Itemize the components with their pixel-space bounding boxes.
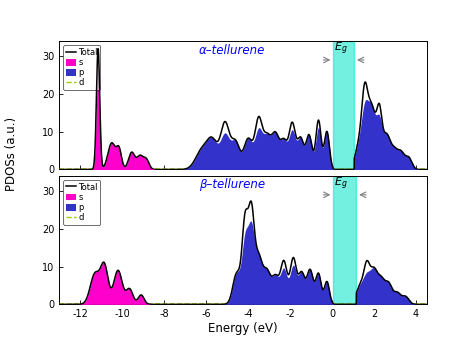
Text: β–tellurene: β–tellurene — [199, 179, 265, 192]
Text: $E_g$: $E_g$ — [334, 41, 348, 57]
Bar — [333, 41, 354, 170]
X-axis label: Energy (eV): Energy (eV) — [208, 322, 278, 335]
Text: $E_g$: $E_g$ — [334, 176, 348, 192]
Legend: Total, s, p, d: Total, s, p, d — [64, 180, 100, 225]
Text: PDOSs (a.u.): PDOSs (a.u.) — [5, 117, 18, 191]
Bar — [333, 176, 356, 304]
Legend: Total, s, p, d: Total, s, p, d — [64, 45, 100, 90]
Text: α–tellurene: α–tellurene — [199, 44, 265, 57]
